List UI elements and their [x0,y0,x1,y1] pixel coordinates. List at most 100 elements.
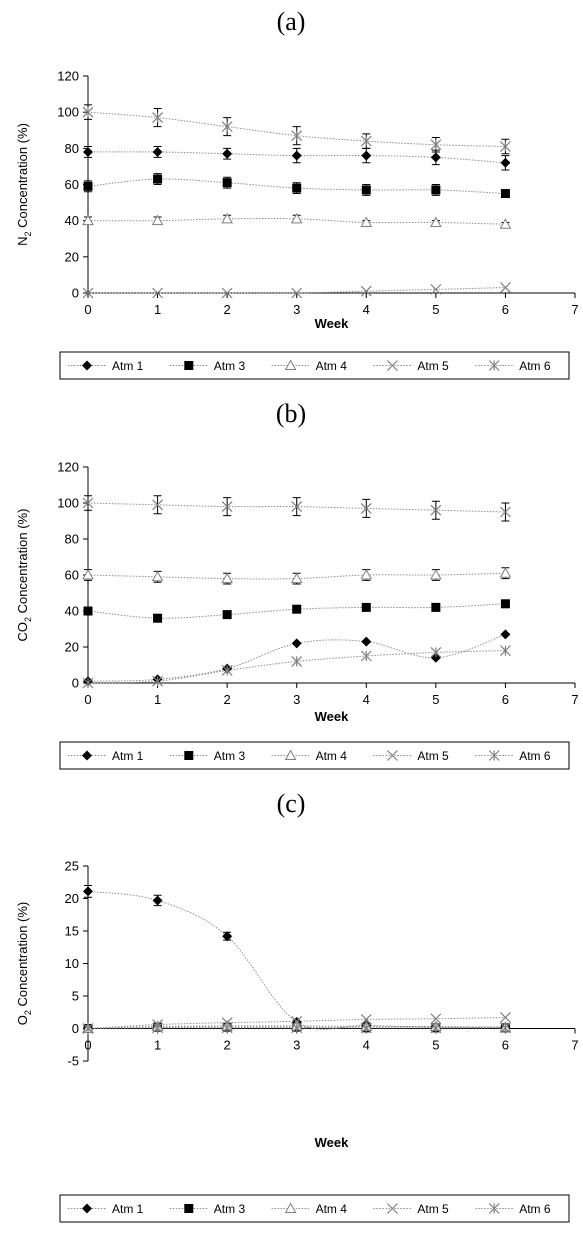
legend-label: Atm 1 [112,1202,144,1216]
data-point [82,568,94,580]
data-point [82,497,94,509]
data-point [153,613,163,623]
legend-item: Atm 1 [68,359,144,373]
series-atm-3 [83,599,510,623]
y-axis-label-main: O [15,1015,30,1025]
legend-item: Atm 3 [169,749,246,763]
y-tick-label: 0 [72,1021,79,1036]
y-tick-label: 15 [65,924,79,939]
series-atm-1 [83,146,511,171]
data-point [83,181,93,191]
data-point [152,146,163,157]
x-tick-label: 1 [154,1038,161,1053]
data-point [430,152,441,163]
y-axis-label-rest: Concentration (%) [15,123,30,231]
y-axis-label-rest: Concentration (%) [15,509,30,617]
data-point [291,150,302,161]
y-tick-label: 60 [65,177,79,192]
data-point [360,502,372,514]
legend-marker [488,750,500,761]
legend-item: Atm 5 [373,359,449,373]
x-tick-label: 6 [502,1038,509,1053]
legend-label: Atm 5 [417,1202,449,1216]
data-point [361,185,371,195]
x-tick-label: 6 [502,692,509,707]
data-point [431,602,441,612]
y-axis-label-subscript: 2 [23,617,33,622]
data-point [360,1022,372,1034]
data-point [152,1022,163,1034]
legend-label: Atm 5 [417,749,449,763]
legend-marker [284,359,297,370]
legend-label: Atm 6 [519,1202,551,1216]
data-point [500,141,511,152]
data-point [361,602,371,612]
x-tick-label: 5 [432,692,439,707]
data-point [500,1022,511,1034]
legend-marker [82,750,92,761]
x-tick-label: 0 [84,1038,91,1053]
series-line [87,650,506,684]
chart-title: (c) [277,789,306,818]
data-point [291,287,303,299]
legend-label: Atm 3 [214,749,246,763]
legend-item: Atm 5 [373,749,449,763]
legend-marker [488,360,500,371]
x-tick-label: 2 [224,1038,231,1053]
legend-marker [184,361,194,370]
data-point [499,567,512,578]
data-point [221,1022,233,1034]
x-tick-label: 1 [154,302,161,317]
legend-item: Atm 1 [68,1202,144,1216]
data-point [292,183,302,193]
y-tick-label: 60 [65,568,79,583]
x-tick-label: 0 [84,692,91,707]
legend: Atm 1 Atm 3 Atm 4 Atm 5 Atm 6 [59,741,570,770]
y-axis-label-subscript: 2 [23,1010,33,1015]
legend-marker [284,1202,297,1213]
x-tick-label: 6 [502,302,509,317]
series-line [87,890,506,1030]
data-point [360,1013,372,1025]
data-point [222,610,232,620]
data-point [221,572,233,584]
legend-item: Atm 4 [271,749,348,763]
data-point [499,218,512,229]
legend-item: Atm 5 [373,1202,449,1216]
y-tick-label: 20 [65,891,79,906]
legend-item: Atm 3 [169,1202,246,1216]
legend-marker [386,1203,398,1214]
y-tick-label: 10 [65,956,79,971]
data-point [221,287,233,299]
data-point [500,645,511,657]
data-point [221,1017,233,1029]
x-tick-label: 7 [571,692,578,707]
legend-item: Atm 3 [169,359,245,373]
data-point [430,216,442,227]
data-point [221,664,233,676]
x-tick-label: 3 [293,302,300,317]
data-point [430,646,442,658]
chart-title: (b) [276,399,306,428]
data-point [83,146,93,157]
data-point [291,655,303,667]
y-tick-label: 20 [65,640,79,655]
data-point [290,212,303,224]
data-point [360,650,372,662]
data-point [500,282,511,293]
legend-label: Atm 4 [316,749,348,763]
y-tick-label: 120 [57,69,79,84]
y-tick-label: 5 [72,989,79,1004]
data-point [431,185,441,195]
data-point [222,148,233,159]
legend-label: Atm 3 [214,1202,246,1216]
chart-title: (a) [277,7,306,36]
legend-label: Atm 4 [316,359,348,373]
data-point [430,283,442,295]
x-tick-label: 7 [571,302,578,317]
data-point [290,572,303,584]
y-axis-label: CO2 Concentration (%) [15,509,33,642]
